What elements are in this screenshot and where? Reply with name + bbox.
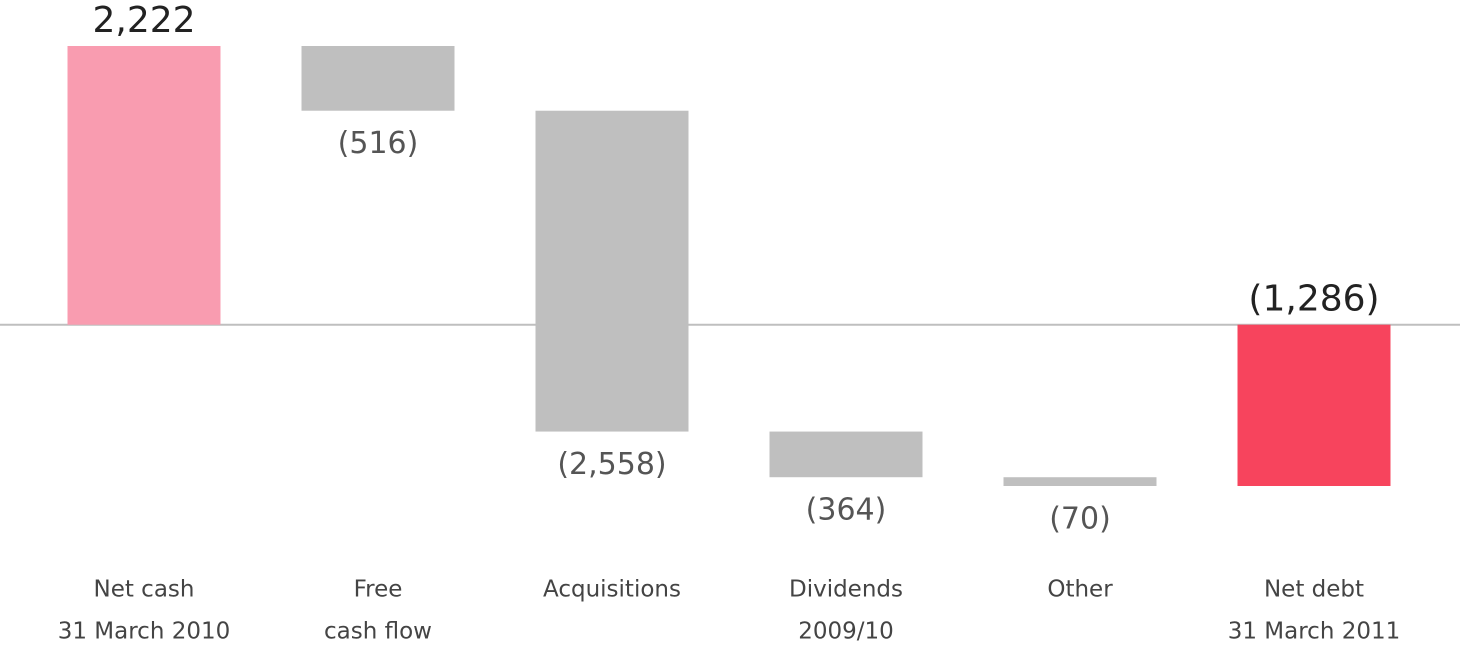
x-tick-label: Acquisitions (543, 577, 681, 603)
bar (1003, 477, 1157, 486)
x-tick-label: Dividends (789, 577, 903, 603)
value-label: (364) (806, 493, 887, 528)
value-label: (70) (1049, 502, 1111, 537)
x-tick-label: Other (1047, 577, 1113, 603)
value-label: (516) (338, 126, 419, 161)
x-tick-label: 2009/10 (798, 619, 894, 645)
value-label: 2,222 (92, 0, 195, 41)
bar (301, 46, 455, 111)
value-label: (1,286) (1248, 279, 1379, 320)
x-tick-label: Net debt (1264, 577, 1364, 603)
x-tick-label: 31 March 2011 (1228, 619, 1401, 645)
bar (535, 110, 689, 432)
x-tick-label: 31 March 2010 (58, 619, 231, 645)
x-tick-label: Free (354, 577, 403, 603)
bar (67, 46, 221, 325)
bar (769, 431, 923, 478)
value-label: (2,558) (557, 447, 666, 482)
x-tick-label: Net cash (94, 577, 195, 603)
x-tick-label: cash flow (324, 619, 432, 645)
bar (1237, 324, 1391, 486)
